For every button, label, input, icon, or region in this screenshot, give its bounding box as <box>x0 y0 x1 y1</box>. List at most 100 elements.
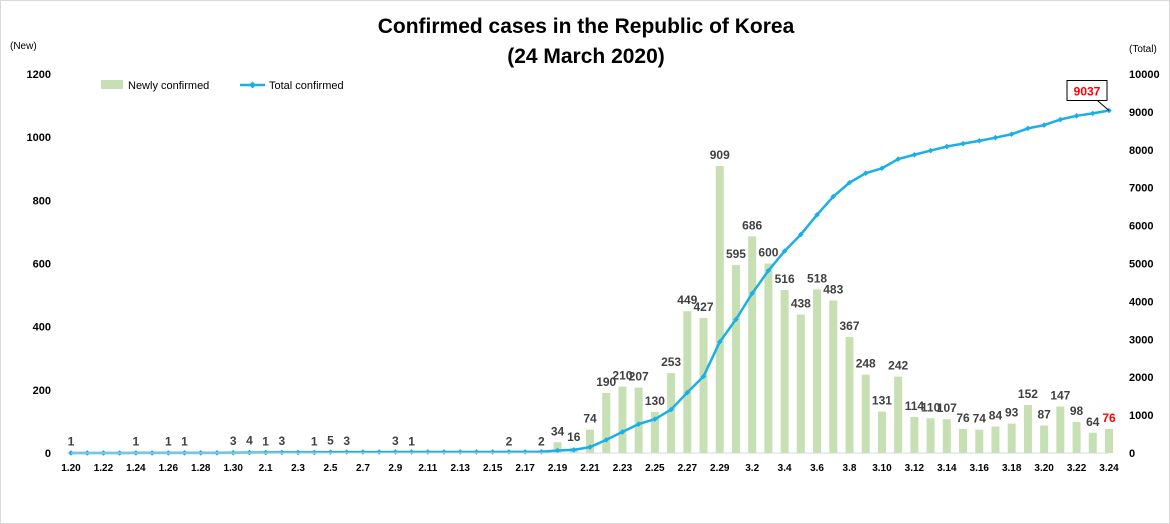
legend-label-total-confirmed: Total confirmed <box>269 80 344 92</box>
total-callout: 9037 <box>1066 79 1110 111</box>
x-axis-tick-label: 2.25 <box>645 463 665 474</box>
x-axis-tick-label: 2.17 <box>515 463 535 474</box>
x-axis-tick-label: 2.29 <box>710 463 730 474</box>
total-point-2.20 <box>570 447 577 453</box>
bar-data-label: 76 <box>1102 411 1116 425</box>
x-axis-tick-label: 3.10 <box>872 463 892 474</box>
bar-data-label: 64 <box>1086 415 1100 429</box>
bar-2.27 <box>683 311 692 453</box>
total-point-2.26 <box>668 406 674 413</box>
total-point-3.8 <box>846 179 853 186</box>
right-axis-tick-label: 1000 <box>1129 410 1153 422</box>
bar-3.3 <box>764 263 773 453</box>
x-axis-tick-label: 1.26 <box>159 463 179 474</box>
x-axis-tick-label: 3.12 <box>905 463 925 474</box>
x-axis-tick-label: 2.21 <box>580 463 600 474</box>
total-point-2.3 <box>295 449 301 456</box>
total-point-3.5 <box>798 231 804 238</box>
total-point-3.19 <box>1025 125 1031 132</box>
right-axis-tick-label: 9000 <box>1129 107 1153 119</box>
right-axis-tick-label: 5000 <box>1129 259 1153 271</box>
total-point-3.20 <box>1041 122 1047 128</box>
bar-data-label: 16 <box>567 430 581 444</box>
right-axis-tick-label: 4000 <box>1129 296 1153 308</box>
total-point-2.28 <box>700 373 707 380</box>
legend-label-newly-confirmed: Newly confirmed <box>128 80 209 92</box>
total-point-2.21 <box>587 444 593 450</box>
left-axis-tick-label: 1000 <box>27 132 51 144</box>
bar-3.4 <box>780 290 789 453</box>
right-axis-unit: (Total) <box>1129 44 1157 55</box>
x-axis-tick-label: 3.14 <box>937 463 957 474</box>
bar-data-label: 130 <box>645 394 665 408</box>
left-axis-tick-label: 0 <box>45 448 51 460</box>
bar-3.11 <box>894 376 903 453</box>
bar-data-label: 110 <box>921 400 941 414</box>
bar-data-label: 1 <box>133 435 140 449</box>
axes: 0 200 400 600 800 1000 1200 0 1000 2000 3000 4000 50… <box>27 69 1160 474</box>
total-point-2.24 <box>635 421 642 427</box>
x-axis-tick-label: 1.30 <box>223 463 243 474</box>
total-point-3.18 <box>1008 131 1015 137</box>
bar-data-label: 516 <box>775 272 795 286</box>
bar-data-label: 107 <box>937 401 957 415</box>
total-point-2.6 <box>343 449 350 455</box>
bar-data-label: 152 <box>1018 387 1038 401</box>
bar-3.18 <box>1007 423 1016 453</box>
x-axis-tick-label: 3.16 <box>970 463 990 474</box>
bar-data-label: 686 <box>742 218 762 232</box>
bar-data-label: 74 <box>973 412 987 426</box>
total-point-2.8 <box>376 449 382 455</box>
left-axis-tick-label: 200 <box>33 385 51 397</box>
bar-3.10 <box>877 411 886 453</box>
total-point-2.15 <box>489 449 496 455</box>
x-axis-tick-label: 2.15 <box>483 463 503 474</box>
bar-data-label: 242 <box>888 359 908 373</box>
total-point-3.15 <box>960 140 966 147</box>
bar-data-label: 147 <box>1050 389 1070 403</box>
data-labels: 1 1 1 1 3 4 1 3 1 5 3 3 1 2 234 16741902102071302534494… <box>68 148 1116 449</box>
bar-3.5 <box>796 314 805 453</box>
bar-data-label: 3 <box>230 434 237 448</box>
x-axis-tick-label: 2.13 <box>451 463 471 474</box>
x-axis-tick-label: 2.27 <box>678 463 698 474</box>
bar-3.22 <box>1072 422 1081 453</box>
left-axis-tick-label: 600 <box>33 259 51 271</box>
x-axis-tick-label: 2.7 <box>356 463 370 474</box>
bar-data-label: 84 <box>989 408 1003 422</box>
bar-data-label: 253 <box>661 355 681 369</box>
x-axis-tick-label: 3.4 <box>778 463 792 474</box>
x-axis-tick-label: 2.3 <box>291 463 305 474</box>
bar-3.8 <box>845 337 854 453</box>
legend-marker-total-confirmed <box>249 81 256 89</box>
total-point-3.9 <box>862 170 869 177</box>
bar-3.1 <box>731 265 740 453</box>
bar-2.22 <box>602 392 611 453</box>
total-point-2.16 <box>506 449 512 455</box>
right-axis-tick-label: 7000 <box>1129 183 1153 195</box>
total-point-3.11 <box>895 156 901 162</box>
bar-data-label: 3 <box>278 434 285 448</box>
total-point-2.23 <box>619 429 626 435</box>
total-point-3.7 <box>830 193 837 200</box>
total-point-3.16 <box>976 138 983 144</box>
x-axis-tick-label: 3.6 <box>810 463 824 474</box>
bar-data-label: 3 <box>343 434 350 448</box>
x-axis-tick-label: 2.1 <box>259 463 273 474</box>
total-point-3.23 <box>1089 110 1096 117</box>
bar-2.24 <box>634 387 643 453</box>
bar-data-label: 3 <box>392 434 399 448</box>
total-point-2.25 <box>652 416 658 422</box>
bar-3.16 <box>975 429 984 453</box>
x-axis-tick-label: 3.8 <box>843 463 857 474</box>
bar-data-label: 2 <box>538 434 545 448</box>
bar-data-label: 34 <box>551 424 565 438</box>
bar-data-label: 4 <box>246 434 253 448</box>
x-axis-tick-label: 2.11 <box>418 463 437 474</box>
bar-3.7 <box>829 300 838 453</box>
bar-2.29 <box>715 165 724 453</box>
bar-data-label: 518 <box>807 271 827 285</box>
bar-data-label: 210 <box>612 369 632 383</box>
left-axis-tick-label: 800 <box>33 195 51 207</box>
